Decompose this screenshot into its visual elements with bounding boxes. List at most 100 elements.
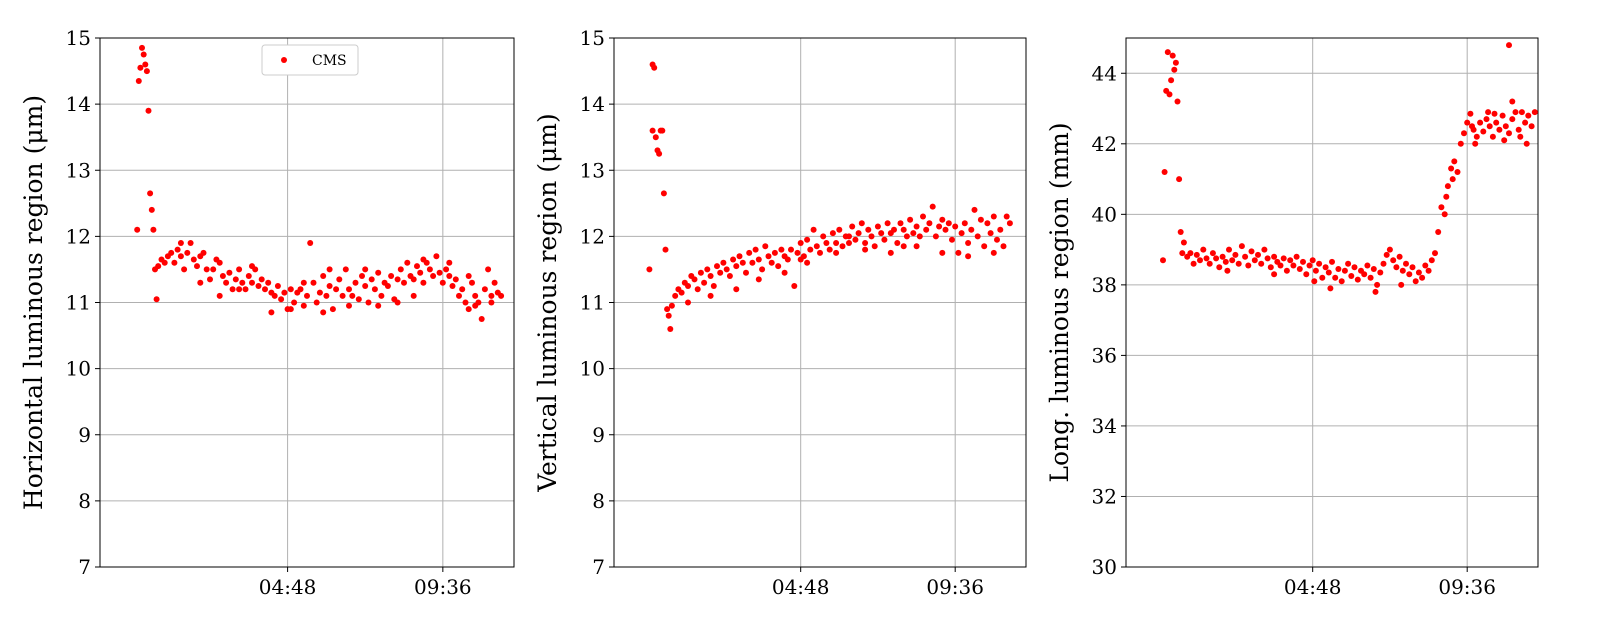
- data-point: [1200, 246, 1207, 253]
- data-point: [433, 253, 440, 260]
- data-point: [287, 286, 294, 293]
- data-point: [871, 243, 878, 250]
- data-point: [1176, 176, 1183, 183]
- data-point: [1003, 213, 1010, 220]
- data-point: [765, 253, 772, 260]
- plot-frame: [99, 37, 515, 568]
- data-point: [1469, 123, 1475, 130]
- data-point: [672, 292, 679, 299]
- y-tick-label: 7: [592, 555, 605, 579]
- data-point: [375, 302, 382, 309]
- data-point: [1412, 278, 1419, 285]
- y-axis-label: Vertical luminous region (μm): [533, 113, 562, 493]
- data-point: [1303, 271, 1310, 278]
- data-point: [1168, 77, 1175, 84]
- data-point: [255, 283, 262, 289]
- data-point: [216, 259, 223, 266]
- data-point: [1169, 52, 1176, 59]
- data-points: [646, 61, 1013, 332]
- plot-frame: [1125, 37, 1539, 568]
- data-point: [1406, 271, 1413, 278]
- data-point: [849, 223, 856, 230]
- data-point: [1448, 165, 1455, 172]
- data-point: [1248, 248, 1255, 255]
- data-point: [465, 273, 472, 279]
- data-point: [874, 223, 881, 230]
- data-point: [685, 299, 691, 306]
- data-point: [1332, 274, 1339, 281]
- data-point: [249, 263, 255, 270]
- data-point: [668, 302, 675, 309]
- data-point: [171, 259, 178, 266]
- data-point: [384, 283, 391, 289]
- data-point: [1164, 49, 1171, 56]
- data-point: [1296, 266, 1303, 272]
- data-point: [1438, 204, 1445, 211]
- data-point: [1364, 262, 1371, 269]
- data-point: [823, 240, 830, 246]
- data-point: [1531, 109, 1538, 116]
- data-point: [349, 292, 356, 299]
- data-point: [1179, 250, 1186, 257]
- data-point: [232, 276, 239, 283]
- data-point: [694, 286, 701, 293]
- data-point: [797, 240, 804, 246]
- data-point: [804, 259, 811, 266]
- data-point: [446, 259, 453, 266]
- data-point: [1486, 123, 1493, 130]
- data-point: [778, 246, 785, 253]
- y-tick-label: 12: [580, 224, 605, 248]
- data-point: [723, 266, 730, 273]
- data-point: [291, 299, 298, 306]
- data-point: [768, 259, 775, 266]
- data-point: [714, 263, 720, 270]
- data-point: [710, 283, 717, 289]
- data-point: [829, 230, 836, 237]
- data-point: [485, 266, 492, 273]
- data-point: [923, 226, 930, 233]
- data-point: [678, 289, 685, 296]
- data-point: [726, 273, 733, 279]
- data-point: [320, 273, 327, 279]
- data-point: [1251, 257, 1258, 264]
- data-point: [994, 236, 1000, 243]
- data-point: [660, 190, 667, 197]
- data-point: [1432, 250, 1438, 257]
- data-point: [1325, 269, 1332, 276]
- data-point: [1190, 260, 1197, 267]
- data-point: [362, 266, 369, 273]
- data-point: [1372, 288, 1379, 295]
- data-point: [465, 306, 472, 313]
- data-point: [707, 292, 714, 299]
- data-point: [153, 296, 160, 303]
- data-point: [404, 259, 411, 266]
- data-point: [1226, 246, 1232, 253]
- data-point: [168, 249, 175, 256]
- data-point: [397, 266, 404, 273]
- data-point: [781, 269, 788, 276]
- data-points: [134, 44, 505, 322]
- chart-panel-1: 7 8 9 10 11 12 13 14 15 04:48 09:36 Horizontal lumi…: [19, 26, 515, 599]
- data-point: [1398, 281, 1405, 288]
- data-point: [258, 276, 265, 283]
- data-point: [1335, 266, 1342, 272]
- data-point: [375, 269, 382, 276]
- data-point: [414, 263, 420, 270]
- y-tick-label: 44: [1092, 61, 1117, 85]
- data-points: [1160, 42, 1538, 295]
- data-point: [1271, 253, 1278, 260]
- data-point: [736, 253, 743, 260]
- data-point: [884, 220, 891, 227]
- data-point: [1517, 133, 1524, 140]
- data-point: [1338, 278, 1345, 285]
- data-point: [1316, 260, 1323, 267]
- data-point: [313, 299, 320, 306]
- data-point: [910, 230, 917, 237]
- data-point: [456, 292, 462, 299]
- data-point: [271, 292, 278, 299]
- data-point: [771, 249, 778, 256]
- data-point: [1280, 255, 1287, 262]
- data-point: [352, 279, 359, 286]
- data-point: [410, 276, 417, 283]
- data-point: [394, 276, 401, 283]
